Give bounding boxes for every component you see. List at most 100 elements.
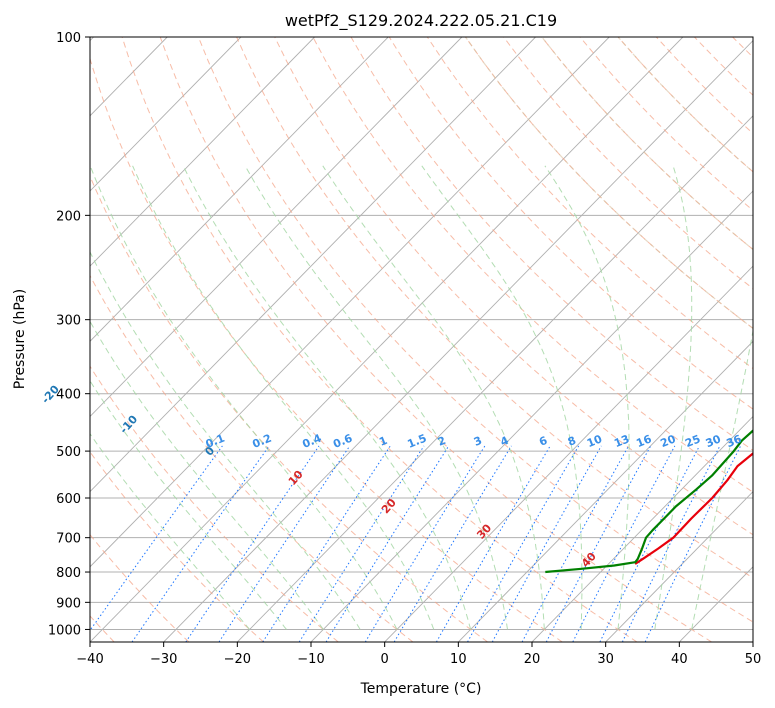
mixing-ratio-line <box>262 445 391 642</box>
moist-adiabat-line <box>421 165 583 630</box>
mixing-ratio-label: 3 <box>472 434 484 449</box>
mixing-ratio-label: 6 <box>537 434 549 449</box>
moist-adiabat-line <box>90 379 287 630</box>
x-tick-label: 50 <box>745 652 762 667</box>
mixing-ratio-line <box>298 445 425 642</box>
dry-adiabat-line <box>236 37 753 579</box>
mixing-ratio-line <box>131 445 270 642</box>
moist-adiabat-line <box>90 250 361 630</box>
x-tick-label: −10 <box>297 652 324 667</box>
x-axis-label: Temperature (°C) <box>360 681 482 697</box>
dry-adiabat-line <box>121 37 638 642</box>
isotherm-line <box>752 641 753 642</box>
mixing-ratio-line <box>393 445 512 642</box>
y-axis-label: Pressure (hPa) <box>12 289 28 389</box>
x-tick-label: 10 <box>450 652 467 667</box>
dry-adiabat-line <box>90 533 190 642</box>
dry-adiabat-line <box>312 37 753 493</box>
dry-adiabat-line <box>771 37 775 642</box>
dewpoint-profile <box>545 429 753 574</box>
mixing-ratio-line <box>572 445 676 642</box>
isotherm-line <box>458 340 753 642</box>
mixing-ratio-label: 16 <box>634 432 653 450</box>
mixing-ratio-label: 1.5 <box>406 432 429 451</box>
x-tick-label: −40 <box>76 652 103 667</box>
curve-label-layer: 0.10.20.40.611.52346810131620253036-100-… <box>39 383 744 570</box>
x-tick-label: −30 <box>150 652 177 667</box>
dry-adiabat-line <box>388 37 753 410</box>
temperature-profile <box>634 452 753 565</box>
mixing-ratio-label: 13 <box>612 432 631 450</box>
mixing-ratio-label: 0.2 <box>251 432 274 451</box>
mixing-ratio-label: 4 <box>499 434 511 449</box>
moist-adiabat-line <box>654 165 693 630</box>
grid-layer <box>90 37 775 642</box>
moist-adiabat-line <box>691 328 753 630</box>
dry-adiabat-line <box>90 56 563 642</box>
isotherm-line <box>163 39 753 642</box>
dry-adiabat-line <box>90 365 339 642</box>
mixing-ratio-label: 10 <box>585 432 604 450</box>
dry-adiabat-line <box>655 37 753 135</box>
y-tick-label: 800 <box>56 566 81 581</box>
y-tick-label: 500 <box>56 445 81 460</box>
isotherm-line <box>310 190 753 642</box>
mixing-ratio-label: 36 <box>724 432 743 450</box>
y-tick-label: 1000 <box>48 623 81 638</box>
isotherm-line <box>90 37 389 342</box>
dry-adiabat-line <box>579 37 753 212</box>
isotherm-line <box>90 37 684 642</box>
mixing-ratio-label: 25 <box>683 432 702 450</box>
isotherm-line <box>237 115 753 642</box>
mixing-ratio-label: 1 <box>377 434 389 449</box>
dry-adiabat-line <box>426 37 753 370</box>
dry-adiabat-line <box>90 451 264 642</box>
y-tick-label: 600 <box>56 492 81 507</box>
y-tick-label: 900 <box>56 596 81 611</box>
x-tick-label: −20 <box>224 652 251 667</box>
moist-adiabat-line <box>90 165 398 630</box>
x-tick-label: 0 <box>381 652 389 667</box>
y-tick-label: 100 <box>56 31 81 46</box>
mixing-ratio-line <box>218 445 351 642</box>
y-tick-label: 200 <box>56 209 81 224</box>
mixing-ratio-line <box>521 445 630 642</box>
mixing-ratio-line <box>644 445 742 642</box>
mixing-ratio-label: 20 <box>659 432 678 450</box>
isotherm-line <box>90 37 315 267</box>
chart-title: wetPf2_S129.2024.222.05.21.C19 <box>285 11 557 31</box>
moist-adiabat-line <box>244 165 508 630</box>
isotherm-line <box>679 566 753 642</box>
dry-adiabat-label: 30 <box>474 521 494 541</box>
mixing-ratio-label: 2 <box>436 434 448 449</box>
series-layer <box>545 429 753 574</box>
x-tick-label: 30 <box>597 652 614 667</box>
dry-adiabat-line <box>159 37 712 642</box>
mixing-ratio-line <box>325 445 450 642</box>
mixing-ratio-line <box>185 445 320 642</box>
dry-adiabat-line <box>732 37 753 58</box>
mixing-ratio-line <box>90 445 223 632</box>
x-tick-label: 20 <box>524 652 541 667</box>
axis-layer: −40 −30 −20 −10 0 10 20 30 40 5010020030040050060… <box>48 31 761 667</box>
isotherm-line <box>605 491 753 642</box>
isotherm-line <box>90 37 242 192</box>
mixing-ratio-line <box>364 445 486 642</box>
moist-adiabat-line <box>182 165 472 630</box>
plot-frame <box>89 36 754 643</box>
moist-adiabat-line <box>90 320 324 630</box>
moist-adiabat-line <box>90 432 250 630</box>
mixing-ratio-label: 8 <box>566 434 578 449</box>
mixing-ratio-label: 0.6 <box>331 431 354 450</box>
isotherm-line <box>90 37 610 568</box>
moist-adiabat-line <box>322 165 545 630</box>
dry-adiabat-line <box>694 37 753 96</box>
y-tick-label: 700 <box>56 532 81 547</box>
dry-adiabat-label: -10 <box>117 413 140 437</box>
isotherm-line <box>90 37 536 493</box>
dry-adiabat-line <box>90 274 414 642</box>
dry-adiabat-line <box>350 37 753 451</box>
isotherm-line <box>384 265 753 642</box>
x-tick-label: 40 <box>671 652 688 667</box>
